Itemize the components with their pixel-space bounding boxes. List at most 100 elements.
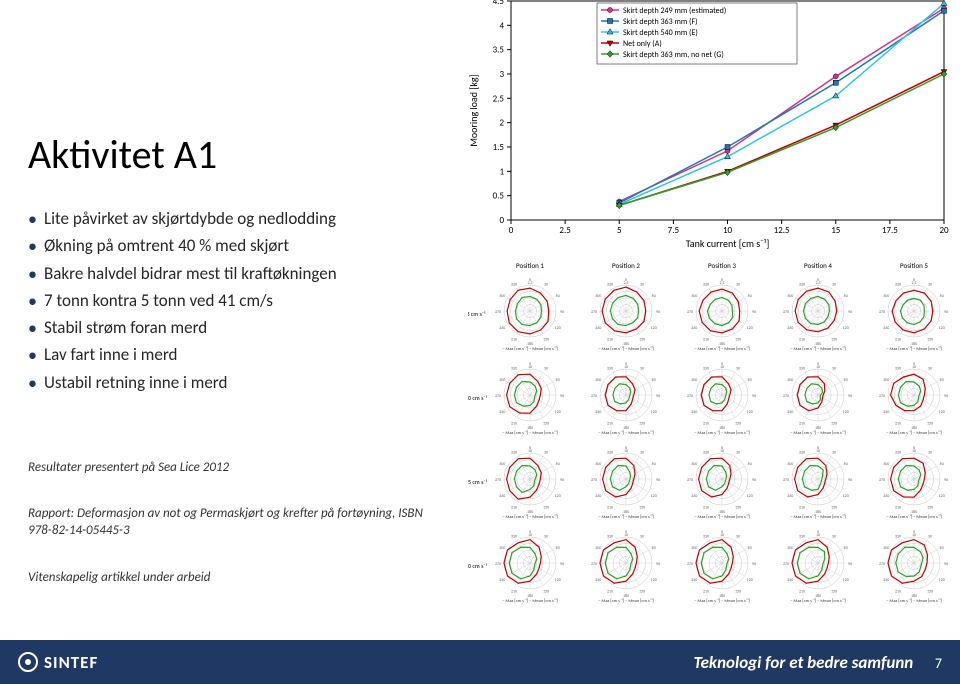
svg-text:300: 300 [499,294,505,299]
svg-text:240: 240 [499,578,505,583]
svg-text:330: 330 [703,366,709,371]
svg-text:120: 120 [939,578,945,583]
svg-text:120: 120 [939,494,945,499]
svg-text:120: 120 [843,326,849,331]
svg-text:– Max [cm s⁻¹] – Mean [cm s⁻: – Max [cm s⁻¹] – Mean [cm s⁻¹] [598,347,654,352]
svg-text:Position 1: Position 1 [516,261,544,270]
svg-text:240: 240 [883,410,889,415]
svg-text:90: 90 [752,310,756,315]
svg-text:330: 330 [703,450,709,455]
svg-text:Position 2: Position 2 [612,261,640,270]
svg-text:150: 150 [831,338,837,343]
svg-text:– Max [cm s⁻¹] – Mean [cm s⁻: – Max [cm s⁻¹] – Mean [cm s⁻¹] [598,431,654,436]
svg-text:90: 90 [656,310,660,315]
svg-text:Net only (A): Net only (A) [623,39,662,49]
svg-text:240: 240 [883,326,889,331]
svg-text:Position 3: Position 3 [708,261,736,270]
svg-text:10: 10 [912,449,916,454]
bullet-item: Lav fart inne i merd [28,344,448,365]
svg-text:270: 270 [591,310,597,315]
svg-text:60: 60 [556,294,560,299]
svg-text:270: 270 [687,394,693,399]
svg-text:210: 210 [703,506,709,511]
svg-text:150: 150 [639,506,645,511]
svg-text:90: 90 [944,562,948,567]
svg-text:270: 270 [591,394,597,399]
svg-text:90: 90 [848,478,852,483]
svg-text:120: 120 [555,410,561,415]
svg-text:– Max [cm s⁻¹] – Mean [cm s⁻: – Max [cm s⁻¹] – Mean [cm s⁻¹] [886,599,942,604]
bullet-item: 7 tonn kontra 5 tonn ved 41 cm/s [28,290,448,311]
svg-text:300: 300 [787,462,793,467]
svg-text:1: 1 [499,166,504,177]
svg-text:5: 5 [617,225,622,236]
page-title: Aktivitet A1 [28,130,217,179]
svg-text:– Max [cm s⁻¹] – Mean [cm s⁻: – Max [cm s⁻¹] – Mean [cm s⁻¹] [502,431,558,436]
svg-text:60: 60 [844,294,848,299]
svg-text:60: 60 [748,546,752,551]
svg-text:60: 60 [652,294,656,299]
svg-text:270: 270 [879,562,885,567]
svg-text:300: 300 [595,546,601,551]
svg-text:30: 30 [640,534,644,539]
svg-text:150: 150 [927,338,933,343]
svg-text:120: 120 [555,578,561,583]
svg-text:60: 60 [748,294,752,299]
svg-text:– Max [cm s⁻¹] – Mean [cm s⁻: – Max [cm s⁻¹] – Mean [cm s⁻¹] [598,515,654,520]
svg-text:2.5: 2.5 [719,281,724,286]
svg-text:– Max [cm s⁻¹] – Mean [cm s⁻: – Max [cm s⁻¹] – Mean [cm s⁻¹] [790,431,846,436]
svg-text:270: 270 [879,478,885,483]
svg-text:60: 60 [844,546,848,551]
svg-text:90: 90 [944,310,948,315]
svg-text:330: 330 [607,534,613,539]
svg-text:60: 60 [556,462,560,467]
svg-text:90: 90 [560,310,564,315]
svg-text:17.5: 17.5 [882,225,898,236]
svg-text:120: 120 [651,410,657,415]
svg-text:210: 210 [607,590,613,595]
svg-text:10: 10 [624,449,628,454]
svg-text:120: 120 [555,326,561,331]
svg-text:150: 150 [831,590,837,595]
svg-text:30: 30 [928,366,932,371]
svg-text:210: 210 [799,338,805,343]
svg-text:330: 330 [703,534,709,539]
svg-text:150: 150 [927,422,933,427]
svg-text:210: 210 [895,338,901,343]
svg-text:210: 210 [511,422,517,427]
svg-text:210: 210 [895,422,901,427]
svg-text:10: 10 [528,365,532,370]
svg-text:330: 330 [607,282,613,287]
svg-text:150: 150 [543,422,549,427]
note-text: Rapport: Deformasjon av not og Permaskjø… [28,506,448,540]
svg-text:– Max [cm s⁻¹] – Mean [cm s⁻: – Max [cm s⁻¹] – Mean [cm s⁻¹] [790,599,846,604]
svg-text:3.5: 3.5 [493,45,505,56]
brand-name: SINTEF [44,652,98,673]
svg-text:120: 120 [747,494,753,499]
svg-text:30: 30 [928,282,932,287]
svg-text:120: 120 [843,578,849,583]
svg-text:10: 10 [720,449,724,454]
svg-text:270: 270 [783,394,789,399]
svg-text:330: 330 [895,450,901,455]
svg-text:10: 10 [816,533,820,538]
svg-text:240: 240 [691,578,697,583]
svg-text:10: 10 [912,533,916,538]
svg-text:7.5: 7.5 [668,225,680,236]
svg-text:3 cm s⁻¹: 3 cm s⁻¹ [468,310,486,318]
svg-text:90: 90 [752,394,756,399]
svg-text:240: 240 [595,410,601,415]
svg-text:90: 90 [944,394,948,399]
svg-text:60: 60 [652,462,656,467]
svg-text:30: 30 [544,366,548,371]
svg-text:2.5: 2.5 [559,225,571,236]
page-number: 7 [935,655,942,672]
svg-text:300: 300 [595,378,601,383]
svg-text:210: 210 [895,506,901,511]
svg-text:240: 240 [691,494,697,499]
svg-text:240: 240 [691,326,697,331]
svg-text:30: 30 [736,450,740,455]
svg-text:30: 30 [832,282,836,287]
bullet-item: Bakre halvdel bidrar mest til kraftøknin… [28,263,448,284]
svg-text:10: 10 [528,449,532,454]
